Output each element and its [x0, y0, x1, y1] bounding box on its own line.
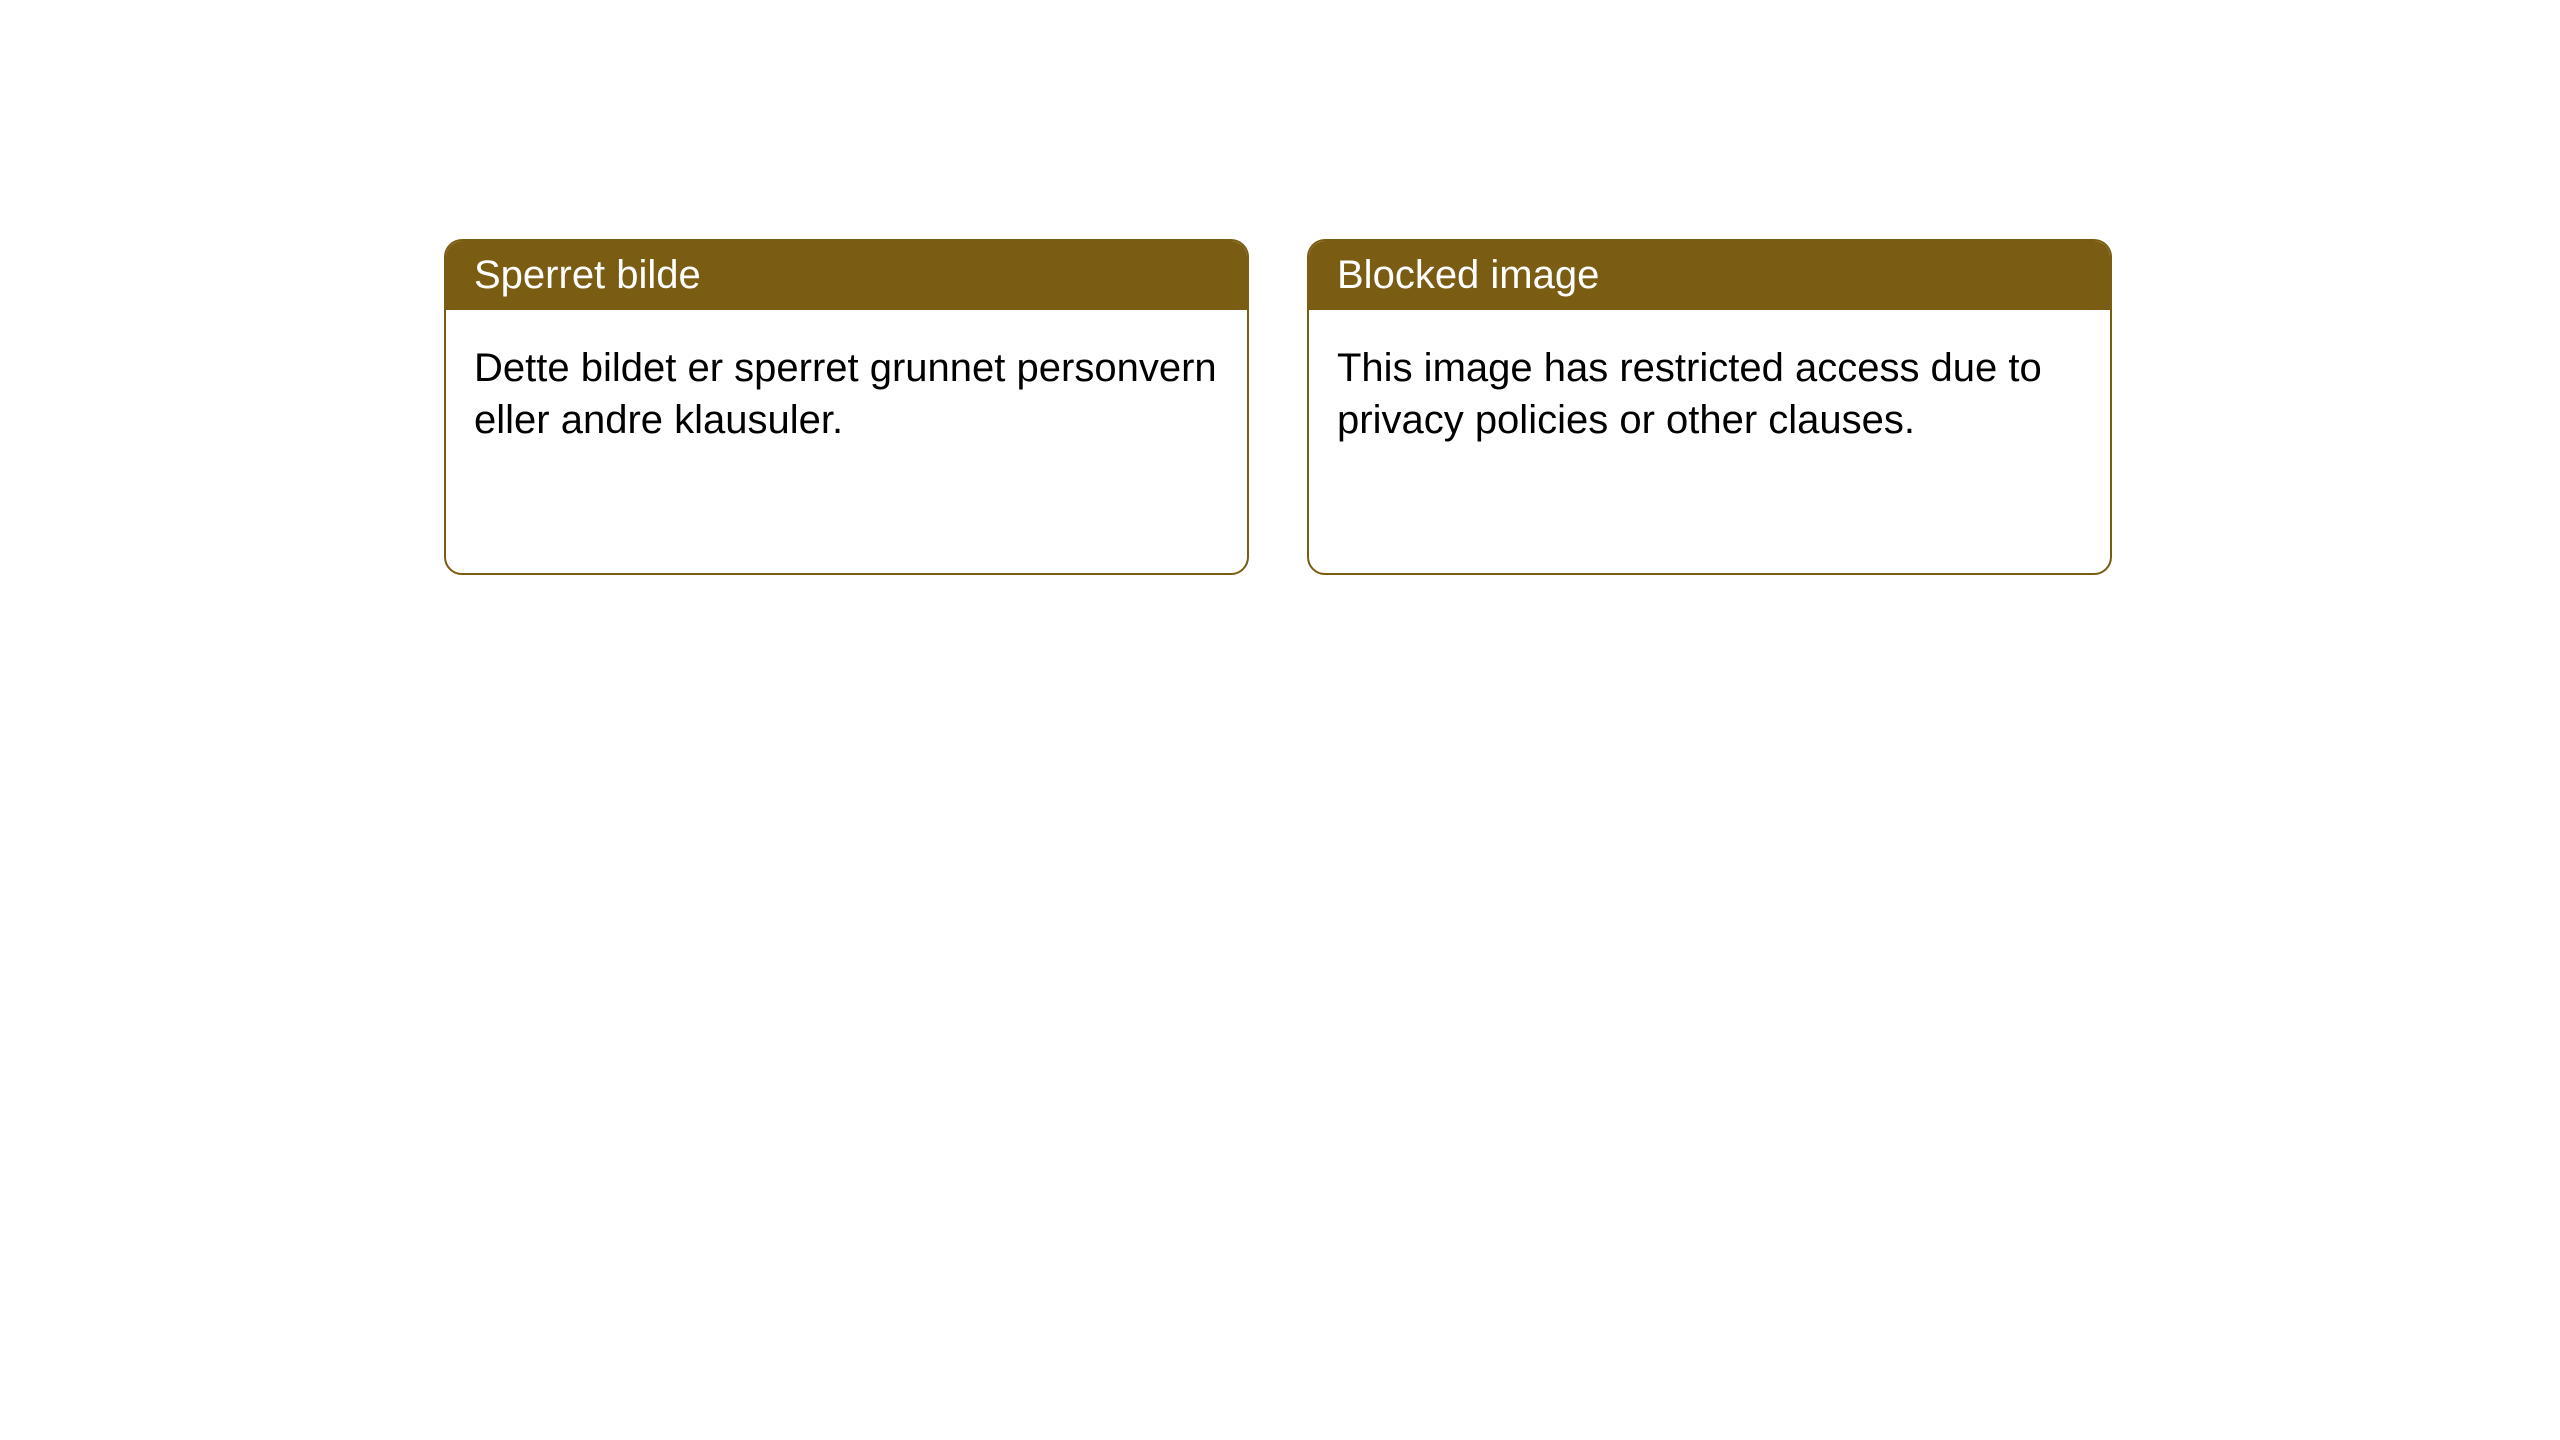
- card-body-text-no: Dette bildet er sperret grunnet personve…: [474, 346, 1217, 442]
- card-body-text-en: This image has restricted access due to …: [1337, 346, 2042, 442]
- blocked-image-card-no: Sperret bilde Dette bildet er sperret gr…: [444, 239, 1249, 575]
- card-body-no: Dette bildet er sperret grunnet personve…: [446, 310, 1247, 478]
- card-header-en: Blocked image: [1309, 241, 2110, 310]
- notice-container: Sperret bilde Dette bildet er sperret gr…: [0, 0, 2560, 575]
- card-title-no: Sperret bilde: [474, 253, 701, 297]
- card-header-no: Sperret bilde: [446, 241, 1247, 310]
- blocked-image-card-en: Blocked image This image has restricted …: [1307, 239, 2112, 575]
- card-title-en: Blocked image: [1337, 253, 1599, 297]
- card-body-en: This image has restricted access due to …: [1309, 310, 2110, 478]
